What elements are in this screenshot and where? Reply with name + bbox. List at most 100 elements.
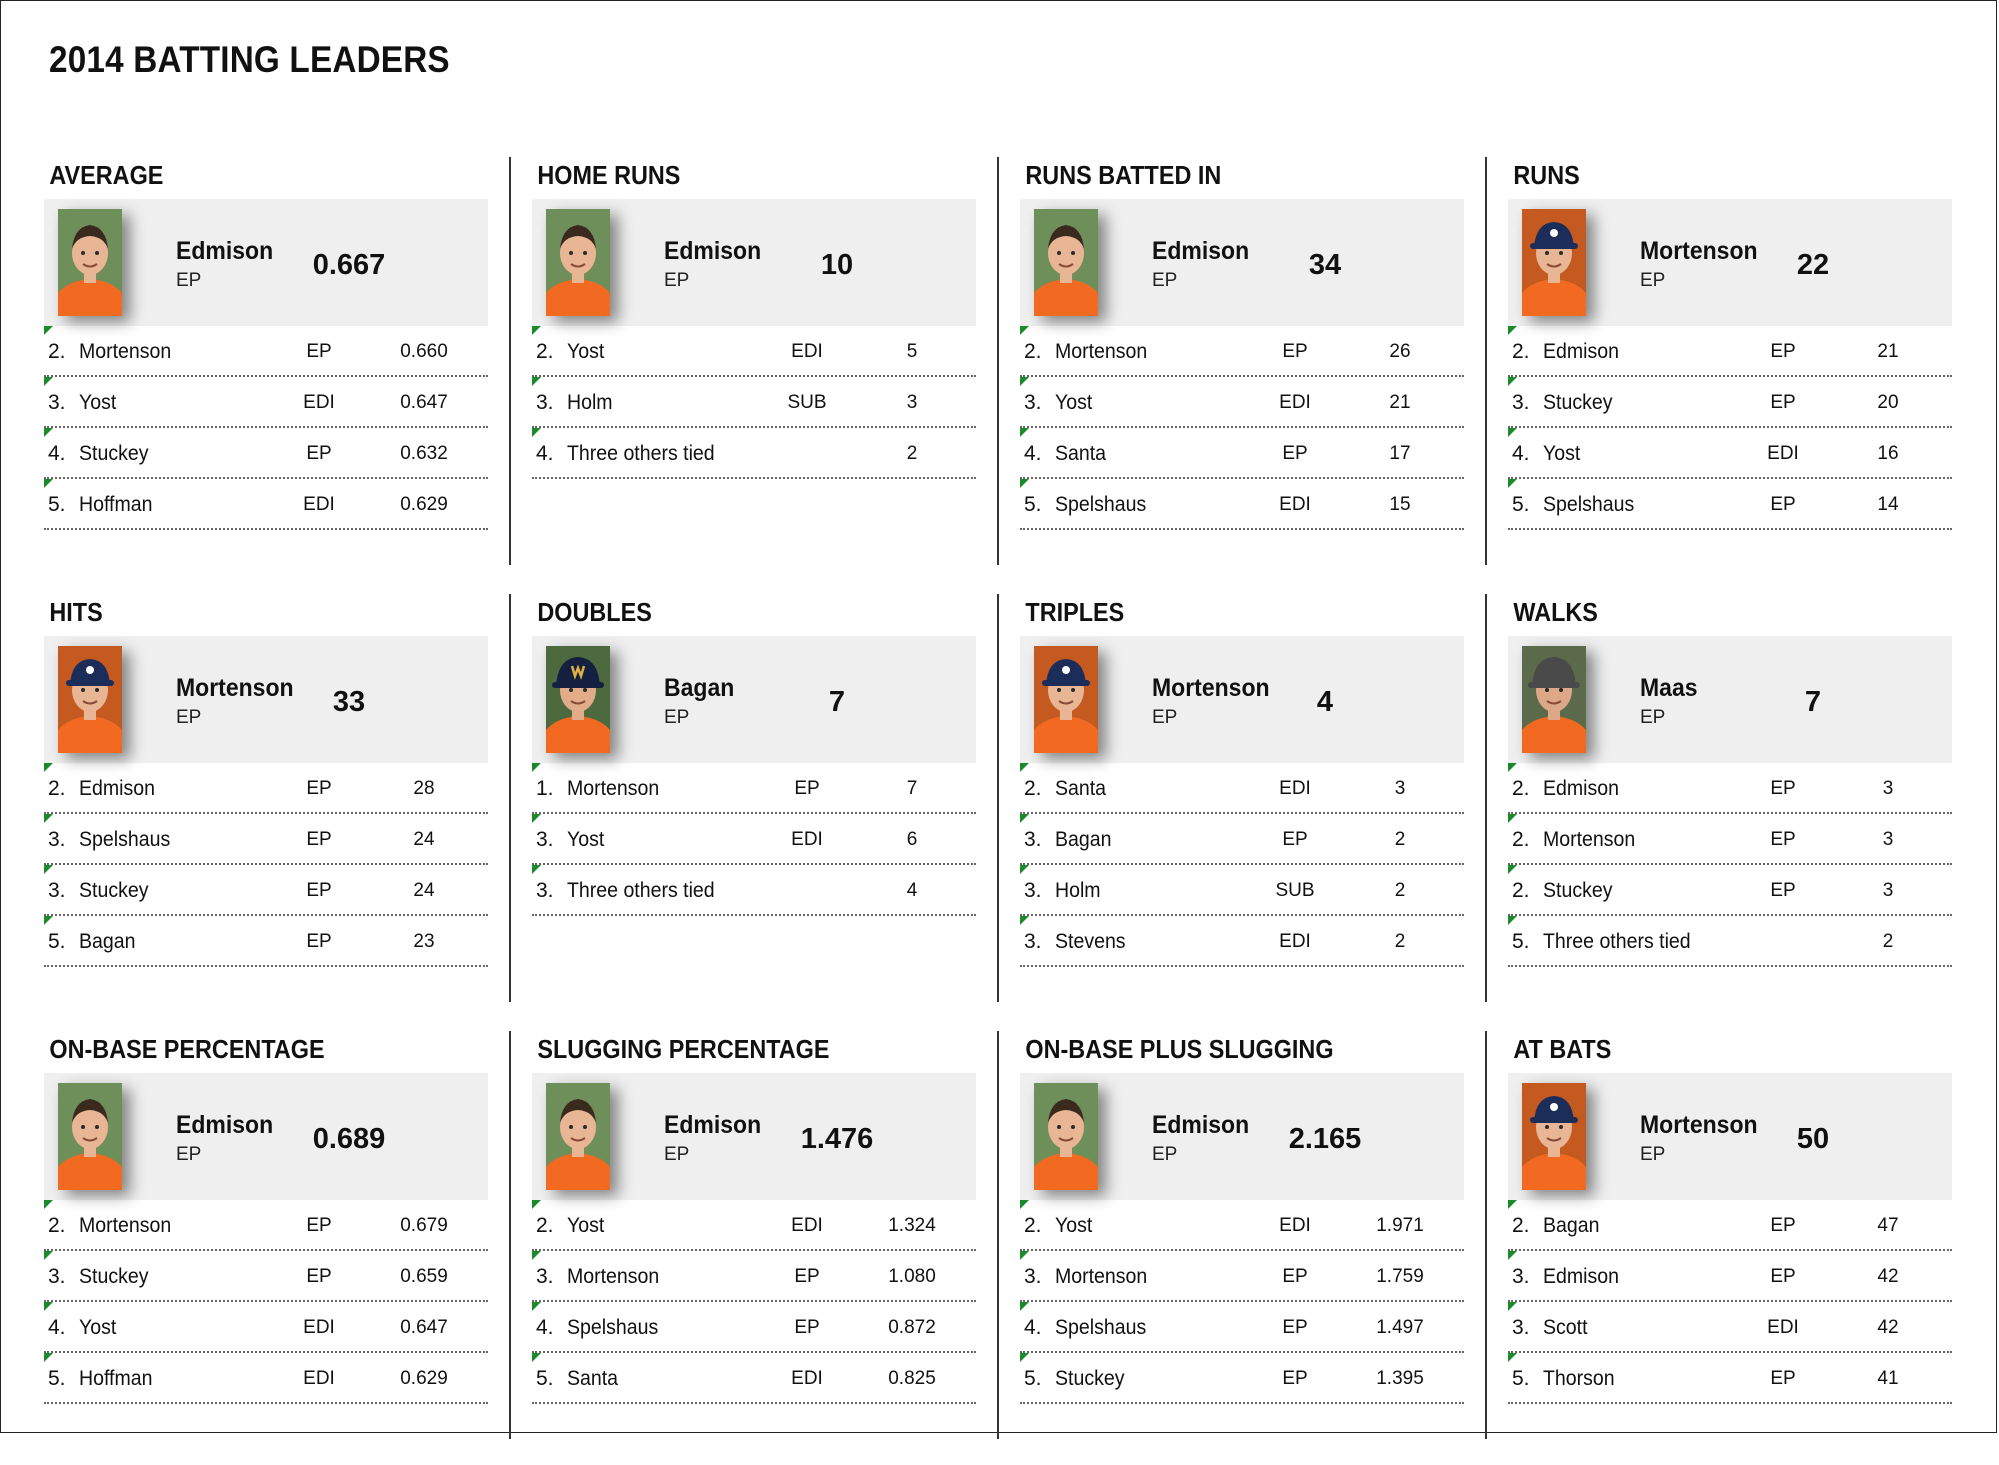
player-name: Holm: [1055, 879, 1101, 902]
rank: 3.: [1512, 391, 1530, 414]
player-name: Stuckey: [1543, 391, 1613, 414]
list-item: 4. Spelshaus EP 1.497: [1020, 1302, 1464, 1353]
leader-name: Mortenson: [1152, 674, 1270, 702]
player-name: Mortenson: [1055, 1265, 1148, 1288]
green-corner-marker: [44, 479, 53, 488]
stat-value: 41: [1877, 1368, 1899, 1389]
rank: 4.: [536, 442, 554, 465]
column-divider: [1485, 594, 1487, 1002]
list-item: 3. Holm SUB 3: [532, 377, 976, 428]
panel-title: ON-BASE PERCENTAGE: [49, 1034, 325, 1064]
green-corner-marker: [1508, 814, 1517, 823]
runner-up-list: 2. Mortenson EP 0.679 3. Stuckey EP 0.659 4. Yost…: [44, 1200, 488, 1404]
green-corner-marker: [44, 326, 53, 335]
team: EP: [1282, 1368, 1308, 1389]
player-name: Mortenson: [567, 1265, 660, 1288]
player-name: Yost: [1543, 442, 1581, 465]
list-item: 2. Edmison EP 3: [1508, 763, 1952, 814]
green-corner-marker: [1020, 377, 1029, 386]
player-name: Stuckey: [79, 442, 149, 465]
list-item: 4. Yost EDI 0.647: [44, 1302, 488, 1353]
rank: 2.: [1024, 340, 1042, 363]
rank: 3.: [48, 828, 66, 851]
player-name: Yost: [79, 1316, 117, 1339]
list-item: 3. Three others tied 4: [532, 865, 976, 916]
player-name: Spelshaus: [1055, 493, 1147, 516]
leader-card: Maas EP 7: [1508, 636, 1952, 763]
green-corner-marker: [532, 326, 541, 335]
player-name: Three others tied: [1543, 930, 1691, 953]
green-corner-marker: [1508, 326, 1517, 335]
player-name: Mortenson: [567, 777, 660, 800]
stat-value: 42: [1877, 1317, 1899, 1338]
list-item: 2. Mortenson EP 26: [1020, 326, 1464, 377]
list-item: 5. Santa EDI 0.825: [532, 1353, 976, 1404]
stat-value: 2: [906, 443, 918, 464]
team: EP: [1282, 1317, 1308, 1338]
rank: 4.: [1024, 1316, 1042, 1339]
leader-name: Maas: [1640, 674, 1698, 702]
rank: 3.: [1512, 1265, 1530, 1288]
green-corner-marker: [1020, 428, 1029, 437]
list-item: 2. Mortenson EP 3: [1508, 814, 1952, 865]
list-item: 5. Spelshaus EP 14: [1508, 479, 1952, 530]
stat-value: 3: [1882, 880, 1894, 901]
player-photo-edmison: [1034, 209, 1098, 316]
green-corner-marker: [1020, 1353, 1029, 1362]
player-photo-edmison: [1034, 1083, 1098, 1190]
list-item: 2. Yost EDI 1.324: [532, 1200, 976, 1251]
column-divider: [1485, 1031, 1487, 1439]
rank: 5.: [1512, 930, 1530, 953]
panel-home-runs: HOME RUNS Edmison EP 10 2. Yost EDI 5 3. Holm SUB 3…: [532, 151, 999, 588]
green-corner-marker: [1508, 377, 1517, 386]
player-name: Edmison: [79, 777, 155, 800]
green-corner-marker: [532, 1200, 541, 1209]
team: EDI: [303, 1317, 335, 1338]
player-name: Yost: [79, 391, 117, 414]
player-name: Holm: [567, 391, 613, 414]
player-name: Yost: [1055, 1214, 1093, 1237]
list-item: 3. Yost EDI 0.647: [44, 377, 488, 428]
stat-value: 7: [906, 778, 918, 799]
green-corner-marker: [44, 865, 53, 874]
panel-on-base-plus-slugging: ON-BASE PLUS SLUGGING Edmison EP 2.165 2. Yos…: [1020, 1025, 1487, 1465]
team: EDI: [1279, 931, 1311, 952]
rank: 3.: [536, 879, 554, 902]
green-corner-marker: [1020, 814, 1029, 823]
list-item: 4. Spelshaus EP 0.872: [532, 1302, 976, 1353]
leader-value: 22: [1796, 249, 1830, 281]
leader-name: Bagan: [664, 674, 735, 702]
leader-team: EP: [176, 1144, 202, 1165]
column-divider: [997, 594, 999, 1002]
stat-value: 0.825: [888, 1368, 936, 1389]
list-item: 5. Bagan EP 23: [44, 916, 488, 967]
team: EP: [1770, 778, 1796, 799]
leader-name: Edmison: [176, 237, 274, 265]
rank: 2.: [1024, 1214, 1042, 1237]
player-name: Yost: [567, 340, 605, 363]
rank: 2.: [536, 340, 554, 363]
team: SUB: [787, 392, 827, 413]
rank: 5.: [1512, 1367, 1530, 1390]
rank: 3.: [1024, 879, 1042, 902]
rank: 2.: [1512, 1214, 1530, 1237]
green-corner-marker: [532, 1302, 541, 1311]
green-corner-marker: [1020, 865, 1029, 874]
column-divider: [509, 1031, 511, 1439]
green-corner-marker: [532, 377, 541, 386]
leader-team: EP: [176, 270, 202, 291]
team: EDI: [1279, 778, 1311, 799]
stat-value: 0.647: [400, 392, 448, 413]
player-name: Bagan: [1055, 828, 1112, 851]
runner-up-list: 2. Mortenson EP 26 3. Yost EDI 21 4. Santa EP 17 5. S…: [1020, 326, 1464, 530]
leader-card: Mortenson EP 4: [1020, 636, 1464, 763]
leader-name: Edmison: [664, 1111, 762, 1139]
runner-up-list: 2. Yost EDI 1.971 3. Mortenson EP 1.759 4. Spelsh…: [1020, 1200, 1464, 1404]
player-name: Mortenson: [79, 340, 172, 363]
team: EP: [306, 778, 332, 799]
list-item: 2. Santa EDI 3: [1020, 763, 1464, 814]
panel-runs: RUNS Mortenson EP 22 2. Edmison EP 21 3. Stuckey E…: [1508, 151, 1952, 588]
leader-name: Edmison: [1152, 1111, 1250, 1139]
list-item: 3. Stuckey EP 20: [1508, 377, 1952, 428]
green-corner-marker: [1508, 763, 1517, 772]
